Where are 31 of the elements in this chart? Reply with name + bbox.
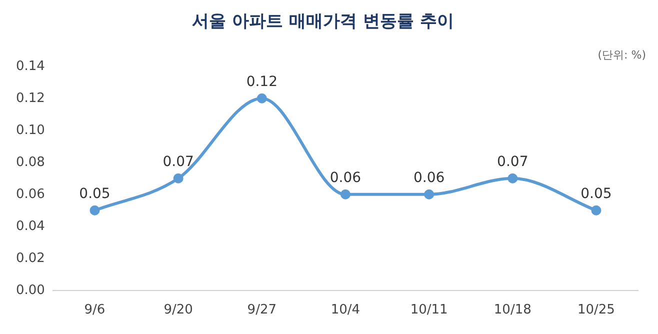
data-label: 0.05 bbox=[79, 186, 110, 202]
y-tick-label: 0.08 bbox=[16, 154, 45, 170]
data-label: 0.07 bbox=[497, 154, 528, 170]
chart-title: 서울 아파트 매매가격 변동률 추이 bbox=[192, 12, 454, 32]
point bbox=[90, 205, 100, 216]
point bbox=[591, 205, 602, 216]
y-tick-label: 0.00 bbox=[16, 282, 45, 298]
data-label: 0.05 bbox=[580, 186, 612, 202]
data-label: 0.06 bbox=[413, 170, 445, 186]
point bbox=[340, 189, 350, 200]
x-tick-label: 10/18 bbox=[494, 302, 532, 318]
point bbox=[508, 173, 518, 184]
y-tick-label: 0.10 bbox=[16, 122, 45, 138]
y-tick-label: 0.06 bbox=[16, 186, 45, 202]
data-label: 0.12 bbox=[246, 74, 278, 90]
x-tick-label: 10/4 bbox=[330, 302, 360, 318]
y-tick-label: 0.12 bbox=[16, 90, 45, 106]
x-tick-label: 10/25 bbox=[577, 302, 615, 318]
y-tick-label: 0.14 bbox=[16, 58, 45, 74]
x-tick-label: 9/20 bbox=[164, 302, 193, 318]
x-tick-label: 9/27 bbox=[247, 302, 276, 318]
data-label: 0.07 bbox=[162, 154, 194, 170]
y-tick-label: 0.02 bbox=[16, 250, 45, 266]
point bbox=[424, 189, 434, 200]
data-label: 0.06 bbox=[330, 170, 362, 186]
y-tick-label: 0.04 bbox=[16, 218, 45, 234]
point bbox=[173, 173, 184, 184]
x-tick-label: 10/11 bbox=[410, 302, 448, 318]
point bbox=[256, 93, 267, 104]
x-tick-label: 9/6 bbox=[84, 302, 106, 318]
text: (단위: %) bbox=[598, 48, 646, 62]
